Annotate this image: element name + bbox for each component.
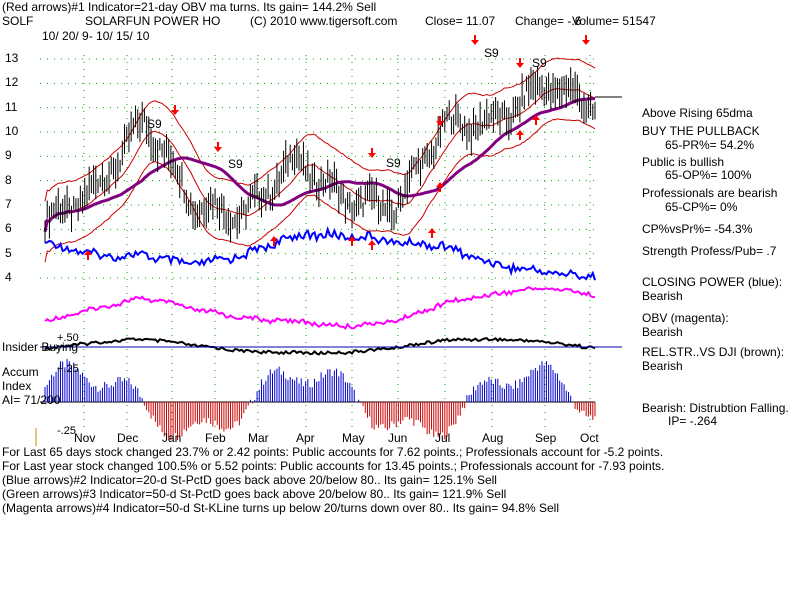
professionals-status: Professionals are bearish <box>642 186 778 200</box>
company-name: SOLARFUN POWER HO <box>85 14 221 28</box>
y-tick-label: 13 <box>5 51 19 65</box>
down-arrow <box>368 148 376 158</box>
down-arrow <box>171 105 179 115</box>
down-arrow <box>516 58 524 68</box>
price-bands <box>43 57 596 263</box>
pr-percent: 65-PR%= 54.2% <box>665 138 755 152</box>
up-arrow <box>428 228 436 238</box>
up-arrow <box>348 236 356 246</box>
obv-line <box>44 286 596 330</box>
y-tick-label: 5 <box>5 245 12 260</box>
x-tick-label: Aug <box>482 431 504 445</box>
accum-title: Accum <box>2 365 39 379</box>
closing-power-value: Bearish <box>642 289 683 303</box>
up-arrow <box>368 240 376 250</box>
x-tick-label: Nov <box>74 431 96 445</box>
ma21-line <box>44 87 596 232</box>
accum-top-label: +.50 <box>57 332 79 344</box>
signal-label: S9 <box>484 46 499 60</box>
y-tick-label: 7 <box>5 197 12 211</box>
x-tick-label: Jun <box>388 431 408 445</box>
accum-title2: Index <box>2 379 32 393</box>
closing-power-line <box>44 226 596 281</box>
footer-magenta-arrows: (Magenta arrows)#4 Indicator=50-d St-KLi… <box>2 501 559 515</box>
ma65-line <box>43 97 595 233</box>
signal-label: S9 <box>228 157 243 171</box>
cp-vs-pr: CP%vsPr%= -54.3% <box>642 222 753 236</box>
down-arrow <box>582 35 590 45</box>
above-rising-label: Above Rising 65dma <box>642 106 753 120</box>
signal-label: S9 <box>532 56 547 70</box>
up-arrow <box>516 130 524 140</box>
accum-mid-label: +.25 <box>57 363 79 375</box>
strength-ratio: Strength Profess/Pub= .7 <box>642 244 777 258</box>
x-tick-label: Jan <box>162 431 182 445</box>
signal-arrows: S9 S9 S9 S9 S9 <box>84 35 590 260</box>
insider-buying-label: Insider Buying <box>2 340 79 354</box>
relstr-value: Bearish <box>642 359 683 373</box>
y-tick-label: 10 <box>5 124 19 138</box>
ip-value: IP= -.264 <box>668 414 718 428</box>
up-arrow <box>84 250 92 260</box>
x-tick-label: Mar <box>248 431 269 445</box>
chart-grid <box>40 55 595 430</box>
indicator-title: (Red arrows)#1 Indicator=21-day OBV ma t… <box>2 0 377 14</box>
rel-strength-line <box>44 337 596 356</box>
x-tick-label: Dec <box>117 431 139 445</box>
up-arrow <box>436 182 444 192</box>
footer-green-arrows: (Green arrows)#3 Indicator=50-d St-PctD … <box>2 487 507 501</box>
public-status: Public is bullish <box>642 155 725 169</box>
close-price: Close= 11.07 <box>425 14 496 28</box>
x-tick-label: Sep <box>535 431 557 445</box>
price-change: Change= -.6 <box>515 14 582 28</box>
y-tick-label: 6 <box>5 221 12 236</box>
x-tick-label: May <box>342 431 365 445</box>
obv-label: OBV (magenta): <box>642 311 729 325</box>
down-arrow <box>471 35 479 45</box>
footer-blue-arrows: (Blue arrows)#2 Indicator=20-d St-PctD g… <box>2 473 497 487</box>
cp-percent: 65-CP%= 0% <box>665 200 738 214</box>
signal-label: S9 <box>147 117 162 131</box>
x-tick-label: Oct <box>580 431 599 445</box>
date-range: 10/ 20/ 9- 10/ 15/ 10 <box>42 29 150 43</box>
x-tick-label: Jul <box>435 431 451 445</box>
op-percent: 65-OP%= 100% <box>665 168 752 182</box>
y-tick-label: 9 <box>5 148 12 163</box>
up-arrow <box>532 115 540 125</box>
y-tick-label: 11 <box>5 99 18 114</box>
footer-65day: For Last 65 days stock changed 23.7% or … <box>2 445 664 459</box>
indicator-overlays <box>40 226 622 356</box>
signal-label: S9 <box>386 156 401 170</box>
price-bars <box>44 65 596 244</box>
axis-ticks <box>35 96 622 446</box>
ticker-symbol: SOLF <box>2 14 34 28</box>
down-arrow <box>436 116 444 126</box>
closing-power-label: CLOSING POWER (blue): <box>642 275 783 289</box>
ai-value: AI= 71/200 <box>2 393 61 407</box>
buy-the-pullback: BUY THE PULLBACK <box>642 124 760 138</box>
copyright: (C) 2010 www.tigersoft.com <box>250 14 398 28</box>
y-tick-label: 4 <box>5 270 12 284</box>
y-tick-label: 12 <box>5 75 19 90</box>
volume: Volume= 51547 <box>572 14 656 28</box>
accum-bottom-label: -.25 <box>57 425 76 437</box>
up-arrow <box>270 236 278 246</box>
y-tick-label: 8 <box>5 172 12 187</box>
bearish-distribution: Bearish: Distrubtion Falling. <box>642 401 789 415</box>
accum-index-bars <box>40 359 596 442</box>
down-arrow <box>214 142 222 152</box>
footer-year: For Last year stock changed 100.5% or 5.… <box>2 459 665 473</box>
obv-value: Bearish <box>642 325 683 339</box>
upper-band <box>44 57 596 202</box>
relstr-label: REL.STR..VS DJI (brown): <box>642 345 785 359</box>
x-tick-label: Feb <box>205 431 226 445</box>
x-tick-label: Apr <box>296 431 315 445</box>
